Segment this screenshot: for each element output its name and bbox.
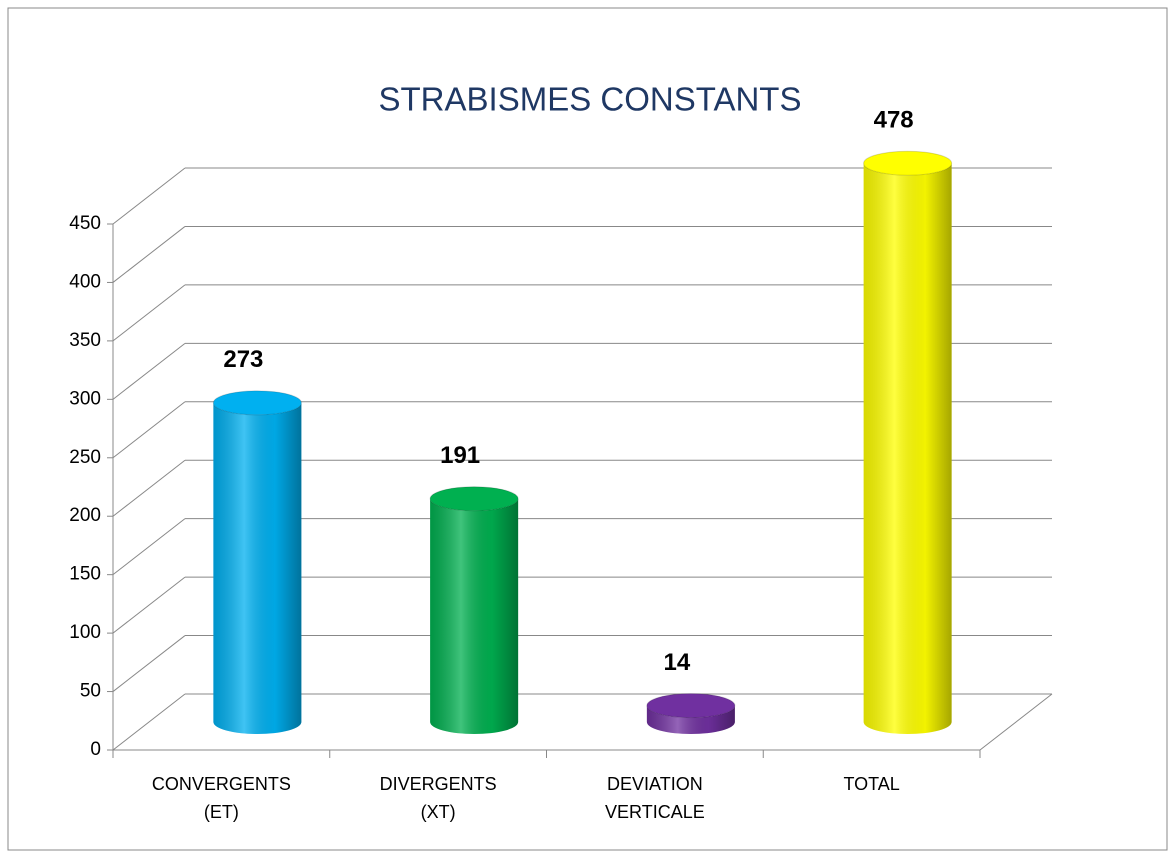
- x-tick-label: CONVERGENTS (ET): [151, 774, 291, 822]
- grid-line-side: [112, 167, 186, 225]
- grid-line-side: [112, 635, 186, 692]
- cylinder-top: [212, 390, 302, 416]
- grid-line-side: [112, 518, 186, 576]
- y-tick-label: 150: [69, 564, 101, 585]
- cylinder-shade: [430, 498, 519, 734]
- grid-line-side: [112, 401, 186, 459]
- cylinder-top: [646, 693, 736, 719]
- cylinder-shade: [646, 705, 735, 734]
- value-label: 191: [440, 442, 480, 469]
- grid-line-side: [112, 576, 186, 634]
- x-tick-label: TOTAL: [843, 774, 900, 794]
- grid-line-side: [112, 226, 186, 283]
- cylinder-shade: [863, 163, 952, 734]
- chart-title: STRABISMES CONSTANTS: [379, 81, 802, 118]
- grid-line-side: [112, 342, 186, 400]
- x-tick-label: DIVERGENTS (XT): [379, 774, 497, 822]
- y-tick-label: 250: [69, 447, 101, 468]
- y-tick-label: 450: [69, 213, 101, 234]
- y-tick-label: 400: [69, 271, 101, 292]
- cylinder-top: [429, 486, 519, 512]
- grid-line-side: [112, 459, 186, 517]
- value-label: 14: [664, 649, 691, 676]
- x-tick-label: DEVIATION VERTICALE: [605, 774, 705, 822]
- value-label: 478: [874, 107, 914, 134]
- floor-right: [979, 693, 1053, 751]
- grid-line-side: [112, 693, 186, 751]
- y-tick-label: 350: [69, 330, 101, 351]
- cylinder-shade: [213, 402, 302, 734]
- chart-frame: [7, 7, 1168, 851]
- y-tick-label: 200: [69, 505, 101, 526]
- y-tick-label: 0: [90, 739, 101, 760]
- y-tick-label: 300: [69, 388, 101, 409]
- grid-line-side: [112, 284, 186, 342]
- y-tick-label: 100: [69, 622, 101, 643]
- value-label: 273: [223, 346, 263, 373]
- y-tick-label: 50: [80, 681, 101, 702]
- cylinder-top: [863, 150, 953, 176]
